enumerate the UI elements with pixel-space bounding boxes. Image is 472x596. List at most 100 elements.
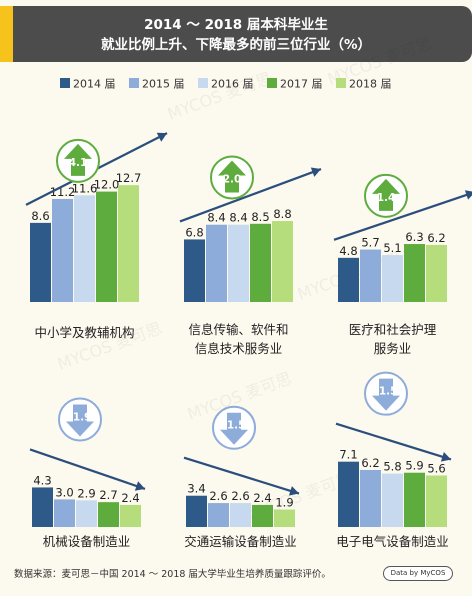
bar <box>74 195 95 302</box>
data-label: 7.1 <box>339 448 357 462</box>
data-label: 1.9 <box>275 496 293 510</box>
data-label: 8.4 <box>229 211 247 225</box>
data-label: 2.4 <box>121 491 139 505</box>
bar <box>404 472 425 527</box>
bar <box>426 244 447 302</box>
footer-badge: Data by MyCOS <box>383 566 453 581</box>
bar <box>98 502 119 527</box>
data-label: 2.6 <box>231 489 249 503</box>
data-label: 6.2 <box>427 231 445 245</box>
data-label: 4.8 <box>339 244 357 258</box>
data-label: 6.8 <box>185 225 203 239</box>
data-label: 11.6 <box>72 181 98 195</box>
trend-line <box>183 456 300 495</box>
data-label: 8.8 <box>273 207 291 221</box>
up-arrow-icon <box>372 178 400 211</box>
trend-arrowhead <box>288 486 299 496</box>
category-label: 信息传输、软件和 <box>188 322 288 337</box>
bar <box>228 224 249 302</box>
data-label: 5.8 <box>383 460 401 474</box>
bar <box>338 257 359 302</box>
bar <box>382 473 403 527</box>
data-label: 8.5 <box>251 210 269 224</box>
data-label: 6.3 <box>405 230 423 244</box>
bar <box>206 224 227 302</box>
data-label: 3.0 <box>55 485 73 499</box>
down-arrow-icon <box>66 404 94 437</box>
trend-arrowhead <box>156 132 167 142</box>
down-arrow-icon <box>220 412 248 445</box>
bar <box>426 475 447 527</box>
trend-arrowhead <box>134 481 145 491</box>
data-label: 12.7 <box>116 171 142 185</box>
chart-panel: 4.3 3.0 2.9 2.7 2.4 -1.9 机械设备制造业 <box>29 397 146 549</box>
legend-label: 2016 届 <box>211 78 254 91</box>
bar <box>250 223 271 302</box>
data-label: 8.6 <box>31 209 49 223</box>
legend-swatch <box>60 78 70 88</box>
trend-arrowhead <box>310 167 321 177</box>
bar <box>274 509 295 527</box>
bar <box>272 221 293 302</box>
bar <box>338 461 359 527</box>
data-label: 2.9 <box>77 486 95 500</box>
title-bar <box>0 6 472 62</box>
trend-line <box>333 191 472 241</box>
category-label: 机械设备制造业 <box>43 534 131 549</box>
legend-label: 2018 届 <box>349 78 392 91</box>
bar <box>404 244 425 302</box>
trend-line <box>29 448 146 490</box>
change-label: -1.9 <box>69 411 92 423</box>
bar <box>96 191 117 302</box>
category-label: 信息技术服务业 <box>195 341 283 356</box>
legend-swatch <box>267 78 277 88</box>
bar <box>118 185 139 302</box>
trend-line <box>179 168 322 223</box>
bar <box>54 499 75 527</box>
data-label: 5.6 <box>427 461 445 475</box>
chart-title-line2: 就业比例上升、下降最多的前三位行业（%） <box>100 37 372 53</box>
data-label: 4.3 <box>33 473 51 487</box>
data-label: 5.7 <box>361 236 379 250</box>
down-arrow-icon <box>372 378 400 411</box>
legend-label: 2014 届 <box>73 78 116 91</box>
data-label: 6.2 <box>361 456 379 470</box>
change-label: 2.0 <box>223 173 242 185</box>
chart-title-line1: 2014 ～ 2018 届本科毕业生 <box>144 17 328 33</box>
category-label: 医疗和社会护理 <box>349 322 437 337</box>
data-label: 5.1 <box>383 241 401 255</box>
title-accent <box>0 6 13 62</box>
bar <box>186 495 207 527</box>
change-label: -1.5 <box>375 386 398 398</box>
legend-swatch <box>336 78 346 88</box>
up-arrow-icon <box>64 143 92 176</box>
bar <box>252 504 273 527</box>
category-label: 服务业 <box>374 341 412 356</box>
bar <box>32 487 53 527</box>
trend-arrowhead <box>464 190 472 200</box>
bar <box>360 249 381 302</box>
legend-label: 2015 届 <box>142 78 185 91</box>
change-label: -1.5 <box>223 420 246 432</box>
footer-source: 数据来源：麦可思－中国 2014 ～ 2018 届大学毕业生培养质量跟踪评价。 <box>14 569 331 580</box>
bar <box>360 469 381 527</box>
trend-line <box>335 422 452 461</box>
bar <box>52 198 73 302</box>
change-label: 4.1 <box>69 157 88 169</box>
trend-arrowhead <box>440 452 451 462</box>
chart-panel: 3.4 2.6 2.6 2.4 1.9 -1.5 交通运输设备制造业 <box>183 405 300 549</box>
category-label: 中小学及教辅机构 <box>34 325 134 340</box>
bar <box>230 503 251 527</box>
bar <box>184 239 205 302</box>
bar <box>382 255 403 302</box>
data-label: 3.4 <box>187 482 205 496</box>
category-label: 交通运输设备制造业 <box>184 534 297 549</box>
legend-label: 2017 届 <box>280 78 323 91</box>
bar <box>76 500 97 527</box>
chart-panel: 7.1 6.2 5.8 5.9 5.6 -1.5 电子电气设备制造业 <box>335 371 452 549</box>
data-label: 12.0 <box>94 178 120 192</box>
